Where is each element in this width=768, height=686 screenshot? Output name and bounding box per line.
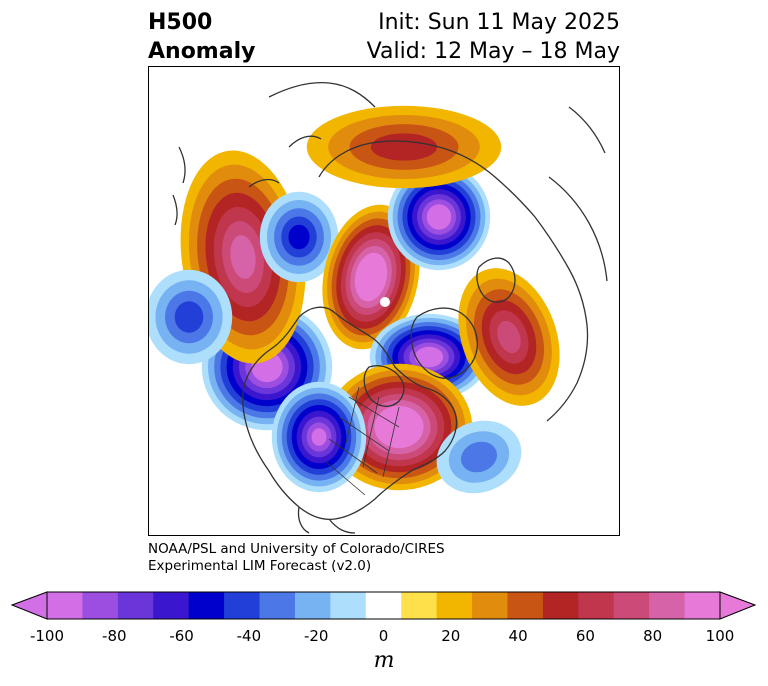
negative-anomaly-contour [420,350,438,364]
colorbar [10,591,757,620]
colorbar-tick-label: 60 [575,627,595,645]
coastline-europe-east [548,106,608,282]
coastline-gulf-mexico [297,506,356,534]
colorbar-cell [649,592,686,619]
valid-range: Valid: 12 May – 18 May [366,39,620,64]
colorbar-tick-label: -20 [303,627,329,645]
colorbar-tick-label: -80 [102,627,127,645]
positive-anomaly-contour [364,266,378,288]
colorbar-cell [259,592,296,619]
colorbar-cell [684,592,721,619]
colorbar-cell [542,592,579,619]
credit-line-2: Experimental LIM Forecast (v2.0) [148,558,372,574]
colorbar-cells [47,592,721,619]
colorbar-cell [188,592,225,619]
coastline-greenland [410,307,479,379]
colorbar-cell [47,592,83,619]
title-field: H500 [148,10,213,35]
title-right: Init: Sun 11 May 2025 Valid: 12 May – 18… [367,8,620,66]
colorbar-cell [224,592,261,619]
state-borders [324,386,400,496]
positive-anomaly-contour [230,235,256,279]
negative-anomaly-contour [257,357,277,377]
negative-anomaly-contour [288,224,310,250]
colorbar-tick-label: -40 [236,627,262,645]
coastline-eurasia [318,140,589,422]
colorbar-cell [472,592,508,619]
negative-anomaly-contour [431,209,447,225]
colorbar-under-arrow [10,591,48,620]
title-type: Anomaly [148,39,256,64]
positive-anomaly-contour [370,133,438,161]
colorbar-tick-label: -100 [29,627,65,645]
colorbar-cell [153,592,190,619]
map-svg [149,81,608,534]
coastline-north-america [242,306,458,521]
credit-text: NOAA/PSL and University of Colorado/CIRE… [148,541,445,575]
negative-anomaly-contour [174,301,204,333]
coastline-hudson-bay [363,365,405,407]
colorbar-cell [613,592,650,619]
title-left: H500 Anomaly [148,8,255,66]
colorbar-frame [46,591,721,620]
coastlines [172,81,608,534]
colorbar-tick-label: 20 [441,627,461,645]
colorbar-cell [117,592,154,619]
anomaly-map [148,66,620,536]
init-date: Init: Sun 11 May 2025 [378,10,620,35]
colorbar-over-arrow [719,591,757,620]
colorbar-cell [294,592,331,619]
anomaly-contours [149,105,560,494]
colorbar-cell [365,592,402,619]
colorbar-unit: m [373,648,395,673]
colorbar-cell [82,592,119,619]
coastline-northeast-asia [248,81,376,188]
colorbar-tick-label: 40 [508,627,528,645]
coastline-japan [172,146,186,226]
colorbar-tick-label: -60 [169,627,194,645]
colorbar-cell [401,592,438,619]
colorbar-tick-label: 80 [643,627,663,645]
negative-anomaly-contour [460,441,498,473]
negative-anomaly-contour [311,428,327,446]
colorbar-tick-label: 0 [378,627,389,645]
colorbar-cell [330,592,367,619]
colorbar-tick-label: 100 [705,627,735,645]
credit-line-1: NOAA/PSL and University of Colorado/CIRE… [148,541,445,557]
coastline-scandinavia [476,257,516,303]
colorbar-cell [507,592,544,619]
colorbar-cell [436,592,473,619]
colorbar-cell [578,592,615,619]
positive-anomaly-contour [497,320,521,354]
pole-marker [380,297,390,307]
